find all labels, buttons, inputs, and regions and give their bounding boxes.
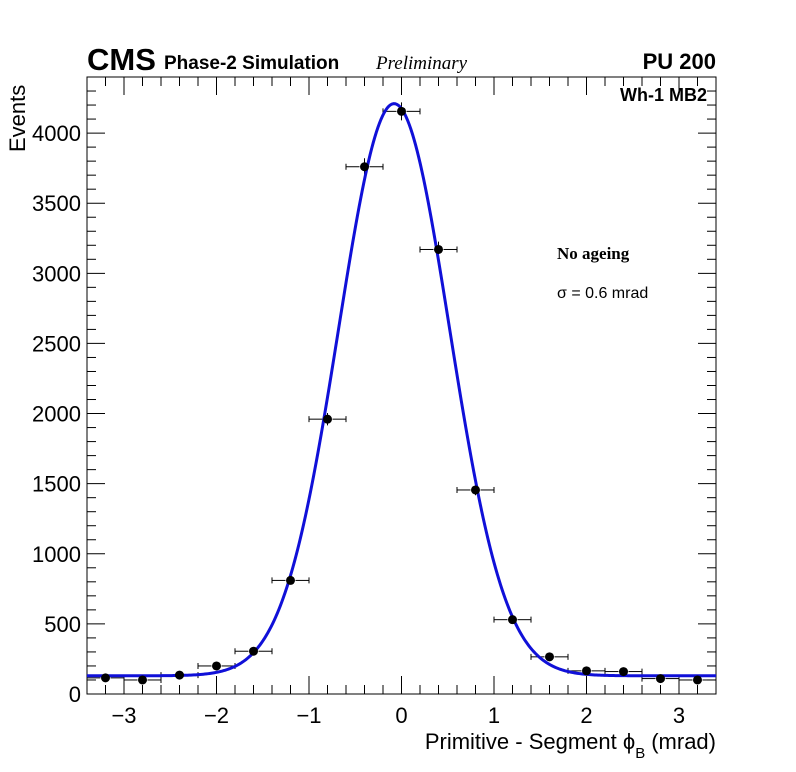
y-tick-label: 4000 [32, 121, 81, 146]
x-tick-label: −2 [204, 703, 229, 728]
x-axis-label-sub: B [635, 745, 645, 762]
x-axis-label: Primitive - Segment ϕB (mrad) [425, 729, 716, 762]
pileup-label: PU 200 [643, 49, 716, 74]
x-tick-label: −1 [296, 703, 321, 728]
x-tick-label: −3 [111, 703, 136, 728]
data-point [471, 485, 480, 495]
y-tick-label: 0 [69, 682, 81, 707]
axis-ticks: −3 −2 −1 0 1 2 3 0 500 1000 1500 2000 2500 3000 3500 40… [32, 76, 717, 728]
simulation-label: Phase-2 Simulation [164, 53, 339, 74]
data-point [323, 414, 332, 424]
resolution-label: σ = 0.6 mrad [557, 285, 648, 302]
fit-curve [87, 102, 716, 678]
y-tick-label: 3500 [32, 191, 81, 216]
y-axis-label: Events [5, 85, 30, 152]
x-axis-label-main: Primitive - Segment ϕ [425, 729, 635, 754]
y-tick-label: 3000 [32, 261, 81, 286]
data-point [397, 106, 406, 116]
data-point [360, 162, 369, 172]
plot-frame [86, 76, 717, 695]
data-point [582, 666, 591, 676]
y-tick-label: 2500 [32, 331, 81, 356]
x-tick-label: 1 [488, 703, 500, 728]
x-tick-label: 0 [395, 703, 407, 728]
preliminary-label: Preliminary [375, 53, 468, 74]
y-tick-label: 500 [44, 612, 81, 637]
data-points [101, 106, 702, 685]
error-bars [86, 102, 717, 683]
cms-label: CMS [87, 42, 156, 77]
y-tick-label: 1000 [32, 542, 81, 567]
data-point [545, 652, 554, 662]
data-point [249, 646, 258, 656]
x-axis-label-unit: (mrad) [651, 729, 716, 754]
x-tick-label: 2 [580, 703, 592, 728]
data-point [619, 667, 628, 677]
data-point [286, 575, 295, 585]
data-point [656, 674, 665, 684]
data-point [101, 673, 110, 683]
data-point [508, 615, 517, 625]
fit-curve-group [87, 102, 716, 678]
data-point [693, 675, 702, 685]
y-tick-label: 2000 [32, 402, 81, 427]
x-tick-label: 3 [673, 703, 685, 728]
condition-label: No ageing [557, 244, 630, 263]
data-point [212, 661, 221, 671]
data-point [175, 670, 184, 680]
data-point [434, 244, 443, 254]
y-tick-label: 1500 [32, 472, 81, 497]
data-point [138, 675, 147, 685]
station-label: Wh-1 MB2 [620, 85, 707, 105]
